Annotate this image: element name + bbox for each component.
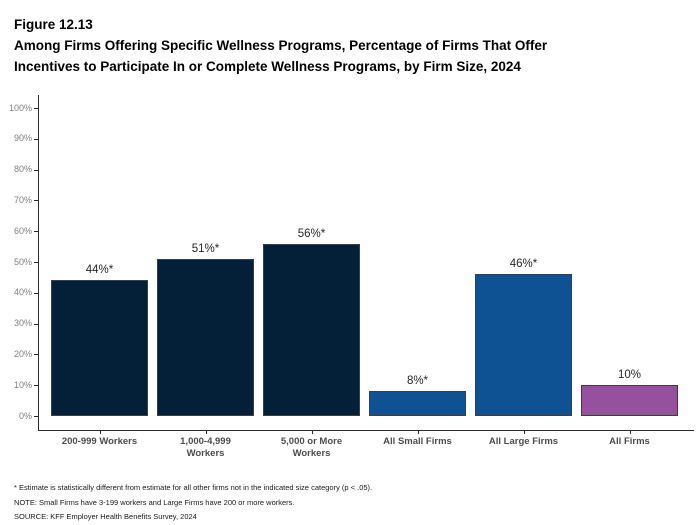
bar-value-label-200-999-workers: 44%* <box>85 264 114 277</box>
y-tick-label-20: 20% <box>13 348 32 359</box>
y-tick-mark-0 <box>34 416 38 417</box>
figure-title-line1: Among Firms Offering Specific Wellness P… <box>14 38 548 53</box>
y-tick-label-60: 60% <box>13 225 32 236</box>
footnote-estimate: * Estimate is statistically different fr… <box>14 483 373 492</box>
y-tick-mark-20 <box>34 354 38 356</box>
bar-value-label-all-small-firms: 8%* <box>406 375 429 388</box>
y-tick-mark-40 <box>34 292 38 294</box>
bar-value-label-5-000-or-more-workers: 56%* <box>297 227 326 240</box>
y-tick-mark-50 <box>34 262 38 263</box>
y-tick-label-0: 0% <box>18 410 32 421</box>
figure-number: Figure 12.13 <box>14 17 93 32</box>
bar-value-label-all-large-firms: 46%* <box>509 258 538 271</box>
footnote-source: SOURCE: KFF Employer Health Benefits Sur… <box>14 512 197 521</box>
bar-all-small-firms <box>369 391 466 416</box>
bar-1-000-4-999-workers <box>157 258 254 416</box>
footnote-note: NOTE: Small Firms have 3-199 workers and… <box>14 497 295 507</box>
bar-all-large-firms <box>475 274 572 416</box>
y-tick-mark-30 <box>34 323 38 325</box>
y-axis-line <box>38 95 39 430</box>
y-tick-mark-90 <box>34 138 38 140</box>
x-axis-label-5-000-or-more-workers: 5,000 or More Workers <box>280 436 343 459</box>
chart-footnotes: * Estimate is statistically different fr… <box>14 481 372 525</box>
x-tick-mark-1-000-4-999-workers <box>205 430 207 434</box>
x-tick-mark-all-firms <box>629 430 631 434</box>
bar-5-000-or-more-workers <box>263 243 360 416</box>
bar-200-999-workers <box>51 280 148 416</box>
x-axis-label-all-small-firms: All Small Firms <box>383 436 452 447</box>
y-tick-label-40: 40% <box>13 287 32 298</box>
x-tick-mark-all-small-firms <box>417 430 419 434</box>
x-tick-mark-200-999-workers <box>99 430 101 434</box>
x-axis-label-all-large-firms: All Large Firms <box>488 436 559 447</box>
y-tick-mark-60 <box>34 231 38 233</box>
x-axis-label-1-000-4-999-workers: 1,000-4,999 Workers <box>180 436 231 459</box>
y-tick-label-80: 80% <box>13 164 32 175</box>
x-axis-line <box>38 430 694 431</box>
y-tick-mark-70 <box>34 200 38 202</box>
bar-all-firms <box>581 385 678 416</box>
x-tick-mark-5-000-or-more-workers <box>311 430 313 434</box>
bar-value-label-1-000-4-999-workers: 51%* <box>191 242 220 255</box>
y-tick-mark-100 <box>34 108 38 109</box>
bar-value-label-all-firms: 10% <box>617 369 642 382</box>
y-tick-mark-80 <box>34 169 38 171</box>
x-tick-mark-all-large-firms <box>523 430 525 434</box>
y-tick-label-70: 70% <box>13 194 32 205</box>
x-axis-label-200-999-workers: 200-999 Workers <box>61 436 138 447</box>
y-tick-label-30: 30% <box>13 318 32 329</box>
y-tick-label-90: 90% <box>13 133 32 144</box>
chart-header: Figure 12.13 Among Firms Offering Specif… <box>14 14 547 77</box>
figure-title-line2: Incentives to Participate In or Complete… <box>14 59 521 74</box>
y-tick-mark-10 <box>34 385 38 387</box>
x-axis-label-all-firms: All Firms <box>609 436 650 447</box>
y-tick-label-100: 100% <box>8 102 32 113</box>
y-tick-label-10: 10% <box>13 379 32 390</box>
y-tick-label-50: 50% <box>13 256 32 267</box>
